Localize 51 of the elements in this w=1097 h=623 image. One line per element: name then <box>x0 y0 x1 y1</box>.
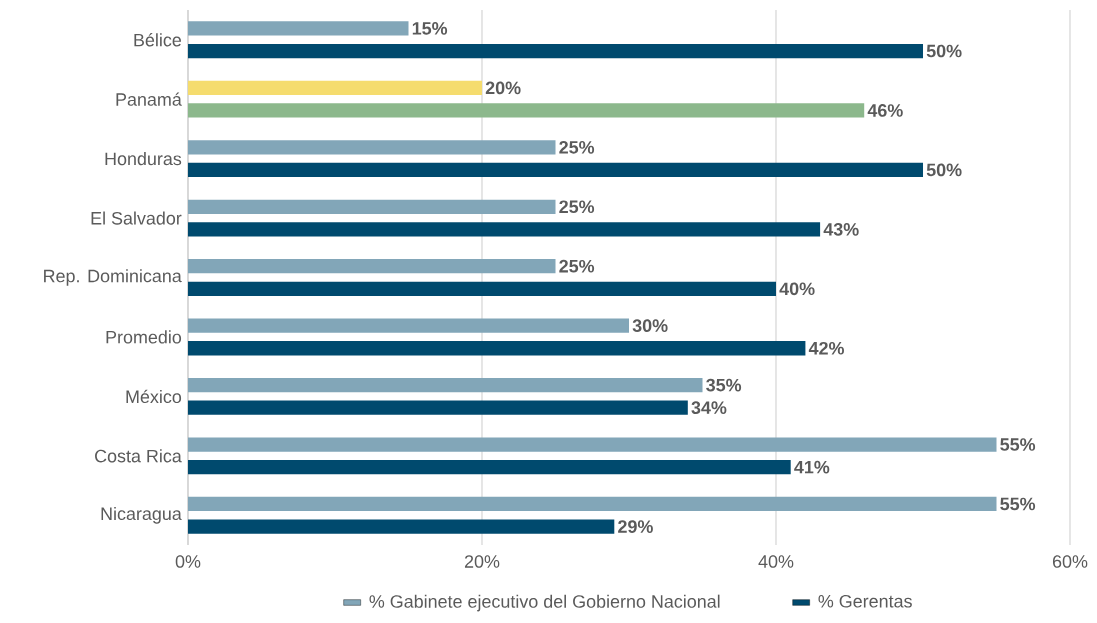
bar <box>188 519 615 534</box>
data-label: 50% <box>926 163 962 177</box>
bar <box>188 21 409 36</box>
x-tick-label: 20% <box>464 555 500 568</box>
data-label: 25% <box>559 259 595 273</box>
bar <box>188 460 791 475</box>
bar <box>188 80 482 96</box>
y-tick-label: El Salvador <box>91 211 182 225</box>
data-label: 29% <box>618 520 653 533</box>
bar <box>188 437 997 452</box>
data-label: 50% <box>926 44 962 58</box>
data-label: 41% <box>794 460 830 474</box>
y-tick-label: Rep. Dominicana <box>44 269 182 286</box>
bar <box>188 496 997 512</box>
bar <box>188 43 924 59</box>
bar <box>188 103 865 118</box>
data-label: 30% <box>632 319 668 333</box>
legend-label: % Gabinete ejecutivo del Gobierno Nacional <box>369 594 720 612</box>
data-label: 20% <box>485 81 521 95</box>
y-tick-label: Bélice <box>134 33 182 47</box>
bar <box>188 259 556 274</box>
data-label: 25% <box>559 140 595 154</box>
data-label: 43% <box>823 222 859 236</box>
y-tick-label: Costa Rica <box>95 449 182 463</box>
data-label: 40% <box>779 282 815 296</box>
y-tick-label: México <box>126 389 182 404</box>
bar <box>188 400 688 415</box>
x-tick-label: 60% <box>1052 555 1088 568</box>
data-label: 46% <box>867 104 903 117</box>
data-label: 55% <box>1000 438 1036 451</box>
bar <box>188 199 556 214</box>
bar <box>188 140 556 155</box>
x-tick-label: 0% <box>175 555 201 568</box>
bar <box>188 162 924 178</box>
data-label: 15% <box>412 22 448 35</box>
data-label: 42% <box>808 341 844 355</box>
y-tick-label: Panamá <box>116 92 182 106</box>
legend-label: % Gerentas <box>818 594 912 608</box>
y-tick-label: Nicaragua <box>101 506 182 524</box>
data-label: 25% <box>559 200 595 214</box>
y-tick-label: Promedio <box>106 330 182 344</box>
bar <box>188 281 776 296</box>
data-label: 35% <box>706 378 742 392</box>
bar <box>188 222 821 237</box>
data-label: 34% <box>691 401 727 415</box>
bar <box>188 341 806 356</box>
x-tick-label: 40% <box>758 555 794 568</box>
y-tick-label: Honduras <box>105 152 182 166</box>
bar <box>188 318 629 333</box>
data-label: 55% <box>1000 497 1036 511</box>
bar <box>188 377 703 393</box>
